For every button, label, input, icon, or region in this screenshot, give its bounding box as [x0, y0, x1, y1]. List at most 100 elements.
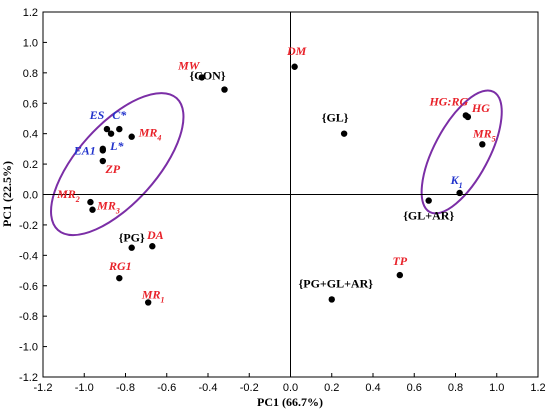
point-label: {CON} — [189, 69, 225, 83]
x-tick-label: -0.2 — [240, 382, 259, 394]
data-point — [340, 130, 348, 137]
x-axis-title: PC1 (66.7%) — [257, 395, 323, 409]
y-tick-label: 0.8 — [23, 68, 38, 80]
x-tick-label: 0.2 — [324, 382, 339, 394]
y-tick-label: 0.0 — [23, 190, 38, 202]
point-label-text: MW — [177, 58, 201, 72]
point-label: TP — [392, 254, 407, 268]
data-point — [99, 157, 107, 165]
point-label-text: {GL+AR} — [403, 209, 454, 223]
point-label: C* — [112, 108, 127, 122]
y-tick-label: -0.6 — [19, 281, 38, 293]
group-ellipse — [420, 89, 503, 215]
y-tick-label: 1.0 — [23, 37, 38, 49]
point-label-text: K — [450, 173, 460, 187]
point-label: DA — [146, 228, 164, 242]
x-tick-label: -1.0 — [75, 382, 94, 394]
data-point — [396, 271, 404, 279]
point-label: MR4 — [138, 126, 162, 143]
point-label-text: HG:RG — [428, 94, 468, 108]
point-label-text: ZP — [104, 162, 120, 176]
data-point — [149, 243, 156, 250]
point-label-text: L* — [109, 139, 124, 153]
x-tick-label: 1.0 — [489, 382, 504, 394]
point-label-text: HG — [471, 101, 490, 115]
point-label-text: ES — [89, 108, 105, 122]
x-tick-label: -1.2 — [34, 382, 53, 394]
point-label-text: RG1 — [108, 259, 132, 273]
data-point — [89, 206, 96, 213]
data-point — [99, 147, 107, 154]
point-label-text: C* — [112, 108, 127, 122]
x-tick-label: 1.2 — [530, 382, 545, 394]
group-ellipse — [50, 92, 185, 237]
data-point — [328, 296, 335, 303]
point-label-text: MR — [56, 187, 76, 201]
y-tick-label: 0.4 — [23, 129, 38, 141]
y-tick-label: 1.2 — [23, 7, 38, 19]
x-tick-label: -0.8 — [116, 382, 135, 394]
point-label-subscript: 1 — [459, 181, 463, 190]
point-label: ZP — [104, 162, 120, 176]
point-label-text: MR — [141, 287, 161, 301]
point-label: MW — [177, 58, 201, 72]
y-axis-ticks: 1.2 1.0 0.8 0.6 0.4 0.2 0.0 -0.2 -0.4 -0.6 -0.8 -1.… — [19, 7, 47, 384]
data-point — [464, 113, 472, 121]
point-label-text: MR — [472, 126, 492, 140]
point-label-text: TP — [392, 254, 407, 268]
ellipse-layer — [50, 89, 503, 237]
x-tick-label: 0.8 — [448, 382, 463, 394]
point-label: K1 — [450, 173, 463, 190]
point-label-text: {PG} — [119, 231, 145, 245]
data-point — [456, 189, 463, 197]
data-point — [479, 141, 486, 148]
x-axis-ticks: -1.2 -1.0 -0.8 -0.6 -0.4 -0.2 0.0 0.2 0.4 0.6 0.8 1… — [34, 373, 546, 394]
point-label-text: EA1 — [73, 143, 96, 157]
data-point — [107, 130, 115, 137]
point-label-subscript: 5 — [492, 134, 496, 143]
point-label-text: {CON} — [189, 69, 225, 83]
data-point — [425, 197, 432, 204]
data-point — [128, 244, 135, 251]
x-tick-label: 0.6 — [407, 382, 422, 394]
point-label-subscript: 2 — [75, 195, 80, 204]
x-tick-label: 0.4 — [365, 382, 380, 394]
x-tick-label: -0.6 — [157, 382, 176, 394]
point-label-text: DA — [146, 228, 164, 242]
point-label-text: DM — [286, 44, 307, 58]
reference-lines — [43, 12, 538, 377]
point-label: L* — [109, 139, 124, 153]
y-axis-title: PC1 (22.5%) — [0, 161, 14, 227]
x-tick-label: 0.0 — [283, 382, 298, 394]
data-point — [291, 63, 298, 70]
point-label: HG — [471, 101, 490, 115]
y-tick-label: 0.2 — [23, 159, 38, 171]
point-label: {PG} — [119, 231, 145, 245]
point-label: MR3 — [96, 199, 120, 216]
point-label: EA1 — [73, 143, 96, 157]
data-point — [128, 133, 135, 140]
data-point — [87, 198, 94, 206]
y-tick-label: 0.6 — [23, 98, 38, 110]
point-label-text: {GL} — [322, 111, 349, 125]
point-label: HG:RG — [428, 94, 468, 108]
data-point — [221, 86, 228, 93]
point-label: {GL+AR} — [403, 209, 454, 223]
point-label: MR1 — [141, 287, 165, 304]
x-tick-label: -0.4 — [199, 382, 218, 394]
point-label: {PG+GL+AR} — [299, 276, 374, 290]
point-label: RG1 — [108, 259, 132, 273]
point-label: MR5 — [472, 126, 496, 143]
point-label: {GL} — [322, 111, 349, 125]
point-label-text: MR — [96, 199, 116, 213]
y-tick-label: -0.2 — [19, 220, 38, 232]
point-label: ES — [89, 108, 105, 122]
y-tick-label: -1.0 — [19, 342, 38, 354]
data-point — [116, 274, 123, 282]
data-point — [144, 299, 152, 306]
data-point — [198, 74, 206, 81]
y-tick-label: -0.8 — [19, 311, 38, 323]
point-label-text: MR — [138, 126, 158, 140]
